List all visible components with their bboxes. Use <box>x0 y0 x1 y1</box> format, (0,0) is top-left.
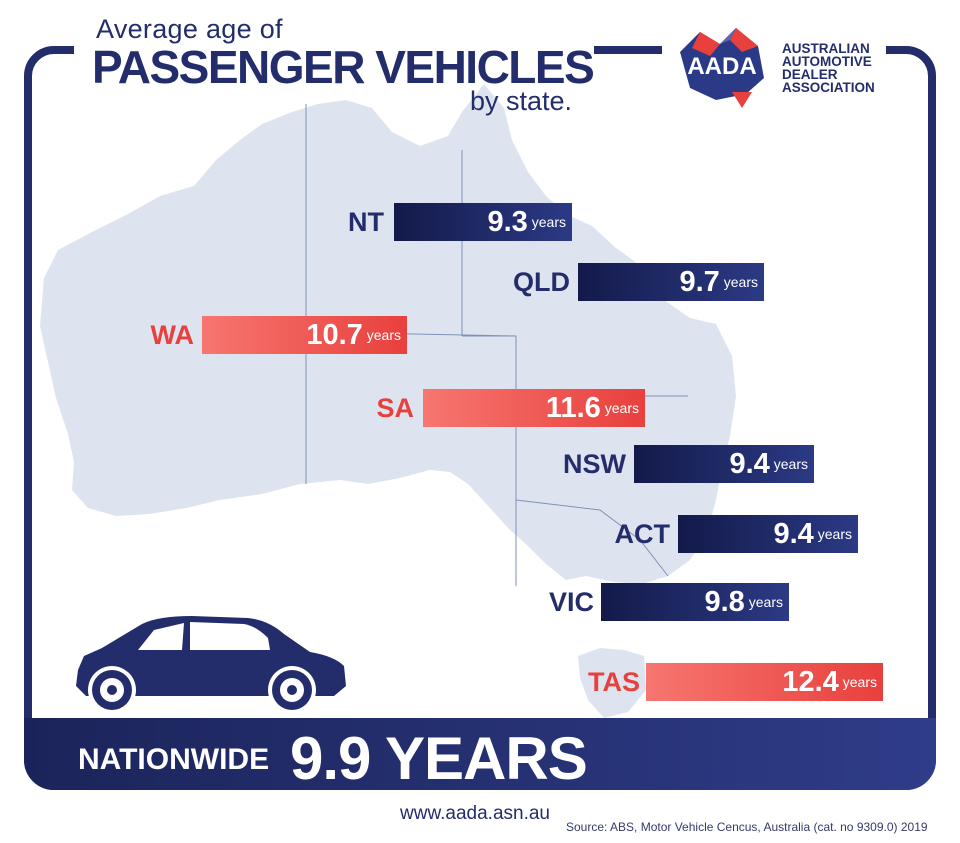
title-frame-gap <box>74 30 594 70</box>
state-label: TAS <box>588 667 640 697</box>
state-label: WA <box>150 320 195 350</box>
source-note: Source: ABS, Motor Vehicle Cencus, Austr… <box>566 820 928 834</box>
logo-badge-text: AADA <box>687 53 756 80</box>
bar-value-label: 10.7 <box>306 318 363 351</box>
bar: 9.8 years <box>601 583 789 621</box>
state-label: QLD <box>513 267 570 297</box>
tasmania-shape <box>578 648 646 718</box>
bar: 12.4 years <box>646 663 883 701</box>
logo-name-line: AUTOMOTIVE <box>782 54 872 69</box>
bar-value-label: 9.7 <box>679 265 720 298</box>
state-label: NT <box>348 207 384 237</box>
bar: 9.3 years <box>394 203 572 241</box>
bar-value-label: 9.4 <box>729 447 770 480</box>
bar: 9.7 years <box>578 263 764 301</box>
bar-unit-label: years <box>842 674 877 690</box>
nationwide-value: 9.9 YEARS <box>290 725 588 792</box>
state-label: ACT <box>614 519 671 549</box>
car-icon <box>76 616 346 714</box>
nationwide-banner <box>24 718 936 790</box>
bar: 10.7 years <box>202 316 407 354</box>
logo-name-line: AUSTRALIAN <box>782 41 870 56</box>
aada-logo-icon: AADA <box>680 28 764 108</box>
title-line-1: Average age of <box>96 14 283 44</box>
logo-name-line: ASSOCIATION <box>782 80 875 95</box>
bar-value-label: 11.6 <box>545 391 601 424</box>
bar-value-label: 9.3 <box>487 205 528 238</box>
website-link[interactable]: www.aada.asn.au <box>400 803 550 824</box>
state-label: NSW <box>563 449 626 479</box>
bar: 9.4 years <box>634 445 814 483</box>
page-title: PASSENGER VEHICLES <box>92 41 595 93</box>
nationwide-label: NATIONWIDE <box>78 743 270 776</box>
title-line-3: by state. <box>470 86 573 116</box>
bar-unit-label: years <box>748 594 783 610</box>
state-label: SA <box>376 393 414 423</box>
bar-unit-label: years <box>604 400 639 416</box>
logo-name-line: DEALER <box>782 67 838 82</box>
logo-name: AUSTRALIAN AUTOMOTIVE DEALER ASSOCIATION <box>782 41 875 95</box>
bar-unit-label: years <box>723 274 758 290</box>
bar: 11.6 years <box>423 389 645 427</box>
bar-value-label: 12.4 <box>782 665 839 698</box>
bar-unit-label: years <box>366 327 401 343</box>
state-label: VIC <box>548 587 594 617</box>
bar-value-label: 9.8 <box>704 585 745 618</box>
bar-value-label: 9.4 <box>773 517 814 550</box>
bar-unit-label: years <box>773 456 808 472</box>
bar-unit-label: years <box>817 526 852 542</box>
bar-unit-label: years <box>531 214 566 230</box>
border-nsw-vic <box>515 499 669 577</box>
bar: 9.4 years <box>678 515 858 553</box>
